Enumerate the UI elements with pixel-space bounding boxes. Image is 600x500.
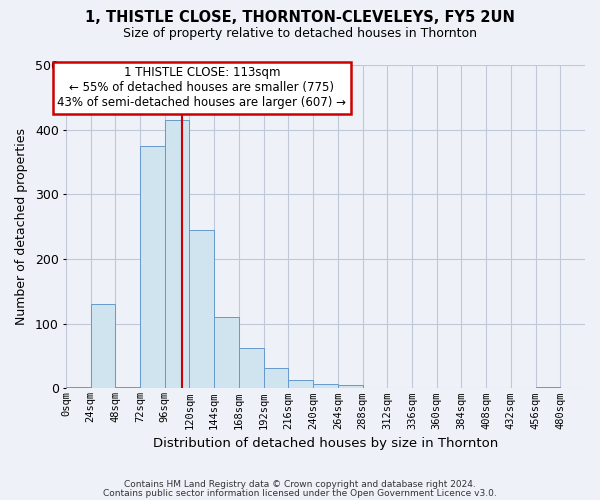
Bar <box>239 348 263 389</box>
X-axis label: Distribution of detached houses by size in Thornton: Distribution of detached houses by size … <box>153 437 498 450</box>
Text: Contains public sector information licensed under the Open Government Licence v3: Contains public sector information licen… <box>103 488 497 498</box>
Bar <box>313 384 338 388</box>
Bar <box>115 387 140 388</box>
Bar <box>214 317 239 388</box>
Text: Size of property relative to detached houses in Thornton: Size of property relative to detached ho… <box>123 28 477 40</box>
Y-axis label: Number of detached properties: Number of detached properties <box>15 128 28 325</box>
Bar <box>338 385 362 388</box>
Bar <box>66 387 91 388</box>
Text: 1, THISTLE CLOSE, THORNTON-CLEVELEYS, FY5 2UN: 1, THISTLE CLOSE, THORNTON-CLEVELEYS, FY… <box>85 10 515 25</box>
Bar <box>263 368 289 388</box>
Bar <box>140 146 165 388</box>
Text: 1 THISTLE CLOSE: 113sqm
← 55% of detached houses are smaller (775)
43% of semi-d: 1 THISTLE CLOSE: 113sqm ← 55% of detache… <box>58 66 346 110</box>
Text: Contains HM Land Registry data © Crown copyright and database right 2024.: Contains HM Land Registry data © Crown c… <box>124 480 476 489</box>
Bar <box>190 230 214 388</box>
Bar <box>289 380 313 388</box>
Bar <box>165 120 190 388</box>
Bar <box>91 304 115 388</box>
Bar <box>536 387 560 388</box>
